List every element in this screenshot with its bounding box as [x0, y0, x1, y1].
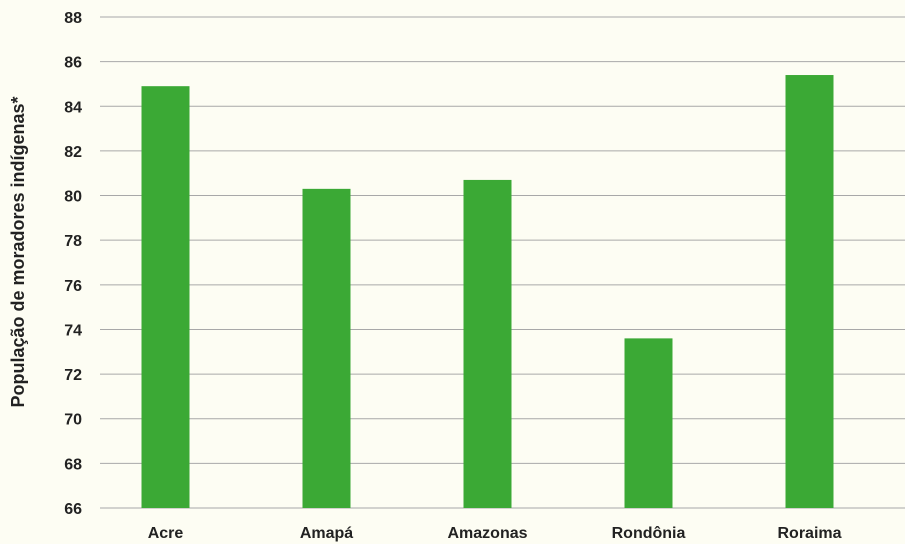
y-tick-label: 88	[64, 10, 82, 27]
bar-rondônia	[624, 338, 673, 508]
y-tick-label: 78	[64, 233, 82, 250]
x-tick-label: Roraima	[777, 525, 841, 542]
x-tick-label: Acre	[148, 525, 184, 542]
y-tick-label: 72	[64, 367, 82, 384]
bar-roraima	[785, 75, 834, 508]
y-tick-label: 80	[64, 189, 82, 206]
y-tick-label: 66	[64, 501, 82, 518]
x-axis-ticks: Acre Amapá Amazonas Rondônia Roraima	[148, 525, 842, 542]
y-tick-label: 82	[64, 144, 82, 161]
y-axis-ticks: 66 68 70 72 74 76 78 80 82 84 86 88	[64, 10, 82, 518]
bar-amapá	[302, 188, 351, 508]
y-tick-label: 76	[64, 278, 82, 295]
x-tick-label: Amazonas	[447, 525, 527, 542]
y-tick-label: 68	[64, 456, 82, 473]
bars	[141, 75, 834, 508]
x-tick-label: Amapá	[300, 525, 353, 542]
y-axis-title: População de moradores indígenas*	[8, 96, 28, 407]
y-tick-label: 70	[64, 412, 82, 429]
x-tick-label: Rondônia	[612, 525, 686, 542]
bar-amazonas	[463, 179, 512, 508]
y-tick-label: 84	[64, 99, 82, 116]
bar-acre	[141, 86, 190, 508]
y-tick-label: 74	[64, 322, 82, 339]
y-tick-label: 86	[64, 55, 82, 72]
